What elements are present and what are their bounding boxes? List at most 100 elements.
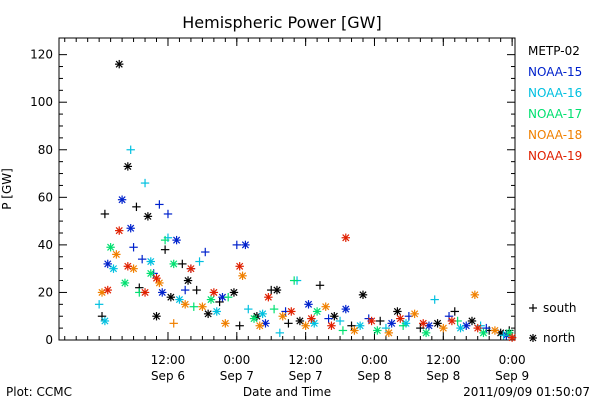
- marker-legend-label: south: [543, 301, 577, 315]
- north-point: [166, 292, 176, 302]
- south-point: [126, 145, 135, 154]
- south-point: [381, 323, 391, 333]
- south-point: [482, 323, 491, 333]
- south-point: [132, 202, 141, 212]
- north-point: [258, 309, 267, 319]
- north-point: [355, 321, 365, 330]
- south-point: [269, 304, 279, 314]
- south-point: [275, 328, 285, 338]
- south-point: [232, 240, 242, 250]
- north-point: [123, 162, 133, 171]
- north-point: [301, 321, 310, 330]
- north-point: [295, 316, 305, 326]
- south-point: [416, 323, 425, 333]
- legend-entry: NOAA-16: [528, 86, 582, 100]
- north-point: [470, 290, 480, 300]
- north-point: [490, 326, 500, 335]
- north-point: [439, 323, 448, 333]
- y-axis-label: P [GW]: [0, 168, 14, 210]
- south-point: [201, 247, 210, 257]
- north-point: [206, 295, 216, 304]
- plot-area: [58, 37, 516, 341]
- south-point: [376, 316, 385, 326]
- north-point: [123, 262, 133, 271]
- north-point: [106, 243, 115, 252]
- south-point: [100, 209, 110, 219]
- north-point: [120, 278, 130, 288]
- north-point: [341, 304, 350, 314]
- south-point: [129, 243, 138, 252]
- north-point: [183, 276, 193, 285]
- south-point: [235, 321, 244, 330]
- north-point: [358, 290, 368, 300]
- x-tick-label-date: Sep 7: [220, 369, 254, 383]
- y-tick-label: 60: [38, 190, 53, 204]
- south-point: [289, 276, 299, 285]
- north-point: [421, 328, 431, 338]
- north-point: [152, 312, 161, 321]
- north-point: [367, 316, 376, 326]
- south-point: [160, 245, 170, 254]
- north-point: [238, 271, 247, 280]
- south-point: [224, 292, 233, 302]
- north-point: [479, 328, 488, 338]
- north-point: [146, 269, 155, 278]
- x-tick-label-date: Sep 9: [495, 369, 529, 383]
- south-point: [315, 281, 325, 290]
- north-point: [255, 321, 264, 330]
- north-point: [180, 300, 190, 309]
- x-tick-label-date: Sep 7: [289, 369, 323, 383]
- legend-entry: NOAA-18: [528, 128, 582, 142]
- north-point: [393, 307, 402, 316]
- north-point: [186, 264, 196, 273]
- north-point: [103, 285, 112, 295]
- plot-frame: [58, 37, 516, 341]
- south-point: [215, 297, 224, 307]
- south-point: [335, 316, 345, 326]
- y-tick-label: 120: [30, 48, 53, 62]
- south-point: [155, 200, 164, 209]
- north-point: [109, 264, 118, 273]
- north-point: [272, 285, 282, 295]
- south-point: [430, 295, 439, 304]
- north-point: [384, 328, 394, 338]
- north-point: [112, 250, 121, 259]
- south-point: [347, 321, 356, 330]
- legend-entry: METP-02: [528, 44, 580, 58]
- south-point: [189, 302, 198, 311]
- north-point: [287, 307, 296, 316]
- north-point: [467, 316, 477, 326]
- x-tick-label-time: 12:00: [426, 353, 461, 367]
- x-tick-label-time: 0:00: [499, 353, 526, 367]
- north-point: [312, 307, 322, 316]
- north-point: [143, 212, 153, 221]
- south-point: [140, 178, 150, 188]
- plus-marker-icon: [529, 304, 537, 312]
- north-point: [264, 292, 273, 302]
- north-point: [350, 326, 359, 335]
- north-point: [172, 235, 181, 245]
- north-point: [146, 257, 155, 266]
- north-point: [155, 278, 164, 288]
- north-point: [278, 312, 287, 321]
- north-point: [304, 300, 313, 309]
- north-point: [327, 321, 336, 330]
- north-point: [140, 288, 150, 297]
- x-axis-label: Date and Time: [243, 385, 331, 399]
- north-point: [203, 309, 213, 319]
- north-point: [221, 319, 230, 328]
- x-tick-label-date: Sep 6: [151, 369, 185, 383]
- north-point: [229, 288, 239, 297]
- footer-credit: Plot: CCMC: [6, 385, 72, 399]
- y-axis: 0 20 40 60 80 100 120: [30, 48, 515, 347]
- marker-legend-label: north: [543, 331, 575, 345]
- north-point: [373, 326, 382, 335]
- south-point: [284, 319, 293, 328]
- north-point: [100, 316, 110, 326]
- north-point: [387, 319, 396, 328]
- y-tick-label: 20: [38, 285, 53, 299]
- star-marker-icon: [529, 334, 537, 342]
- north-point: [198, 302, 207, 311]
- north-point: [321, 302, 330, 311]
